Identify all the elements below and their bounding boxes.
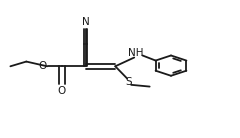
Text: N: N bbox=[82, 17, 90, 27]
Text: NH: NH bbox=[128, 48, 143, 58]
Text: O: O bbox=[58, 86, 66, 96]
Text: S: S bbox=[125, 77, 132, 87]
Text: O: O bbox=[39, 61, 47, 71]
